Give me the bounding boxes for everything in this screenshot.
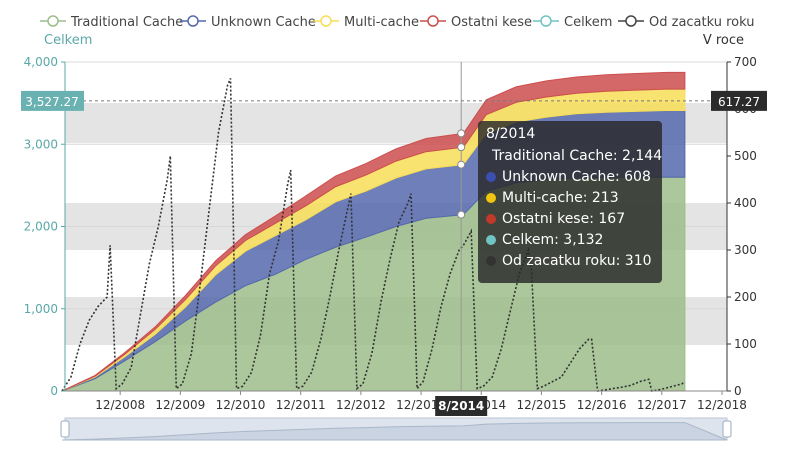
legend-label: Ostatni kese [451,15,532,30]
legend-marker [540,15,552,27]
right-tick-label: 0 [734,384,742,398]
tooltip-row: Unknown Cache: 608 [486,166,654,187]
x-pointer-label-box [435,396,488,416]
right-tick-label: 300 [734,243,757,257]
tooltip-row: Traditional Cache: 2,144 [486,145,662,166]
right-tick-label: 200 [734,290,757,304]
x-tick-label: 12/2018 [697,398,747,412]
left-tick-label: 1,000 [24,302,58,316]
legend-item-celkem[interactable]: Celkem [533,15,612,30]
legend-marker [187,15,199,27]
legend-item-unknown-cache[interactable]: Unknown Cache [180,15,316,30]
legend-item-traditional-cache[interactable]: Traditional Cache [40,15,183,30]
right-axis-title: V roce [703,33,744,48]
tooltip-row: Ostatni kese: 167 [486,208,654,229]
tooltip-dot [486,213,496,224]
right-tick-label: 700 [734,55,757,69]
tooltip-dot [486,171,496,182]
legend-label: Celkem [564,15,612,30]
pointer-marker [457,129,466,138]
tooltip-row-label: Celkem: 3,132 [502,231,604,248]
tooltip-title: 8/2014 [486,126,536,142]
zoom-preview [61,422,728,441]
tooltip-dot [486,234,496,245]
legend-marker [427,15,439,27]
area-ostatni-kese [61,71,686,392]
right-tick-label: 500 [734,149,757,163]
tooltip-row: Celkem: 3,132 [486,229,654,250]
tooltip-dot [486,255,496,266]
x-pointer-label: 8/2014 [438,399,484,413]
right-tick-label: 100 [734,337,757,351]
left-tick-label: 0 [50,384,58,398]
pointer-marker [457,143,466,152]
right-tick-label: 400 [734,196,757,210]
x-tick-label: 12/2009 [155,398,205,412]
legend-item-multi-cache[interactable]: Multi-cache [313,15,419,30]
tooltip: 8/2014 Traditional Cache: 2,144 Unknown … [478,121,662,283]
left-tick-label: 2,000 [24,220,58,234]
x-tick-label: 12/2015 [517,398,567,412]
x-tick-label: 12/2008 [95,398,145,412]
tooltip-row-label: Od zacatku roku: 310 [502,252,652,269]
legend: Traditional Cache Unknown Cache Multi-cach… [40,15,755,30]
legend-marker [47,15,59,27]
zoom-handle[interactable] [722,420,732,438]
x-tick-label: 12/2016 [577,398,627,412]
left-pointer-label-box [21,90,84,111]
legend-marker [625,15,637,27]
tooltip-row: Multi-cache: 213 [486,187,654,208]
tooltip-row: Od zacatku roku: 310 [486,250,654,271]
legend-label: Multi-cache [344,15,419,30]
x-tick-label: 12/2011 [276,398,326,412]
x-tick-label: 12/2017 [637,398,687,412]
zoom-slider[interactable] [60,417,732,441]
pointer-marker [457,160,466,169]
right-pointer-label-box [711,90,767,111]
zoom-handle[interactable] [60,420,70,438]
series-line-od-zacatku-roku [61,78,686,392]
pointer: 3,527.27 617.27 8/2014 [21,62,767,416]
left-tick-label: 3,000 [24,137,58,151]
tooltip-row-label: Unknown Cache: 608 [502,168,651,185]
legend-marker [320,15,332,27]
legend-item-ostatni-kese[interactable]: Ostatni kese [420,15,532,30]
tooltip-row-label: Ostatni kese: 167 [502,210,626,227]
left-tick-label: 4,000 [24,55,58,69]
tooltip-row-label: Multi-cache: 213 [502,189,619,206]
legend-item-od-zacatku-roku[interactable]: Od zacatku roku [618,15,755,30]
x-tick-label: 12/2013 [396,398,446,412]
pointer-marker [457,210,466,219]
right-pointer-label: 617.27 [718,95,760,109]
legend-label: Unknown Cache [211,15,316,30]
left-pointer-label: 3,527.27 [25,95,78,109]
x-tick-label: 12/2012 [336,398,386,412]
tooltip-dot [486,192,496,203]
legend-label: Traditional Cache [70,15,183,30]
year-to-date-line [61,78,686,392]
x-tick-label: 12/2010 [216,398,266,412]
legend-label: Od zacatku roku [649,15,755,30]
left-axis-title: Celkem [44,33,92,48]
tooltip-row-label: Traditional Cache: 2,144 [492,147,663,164]
